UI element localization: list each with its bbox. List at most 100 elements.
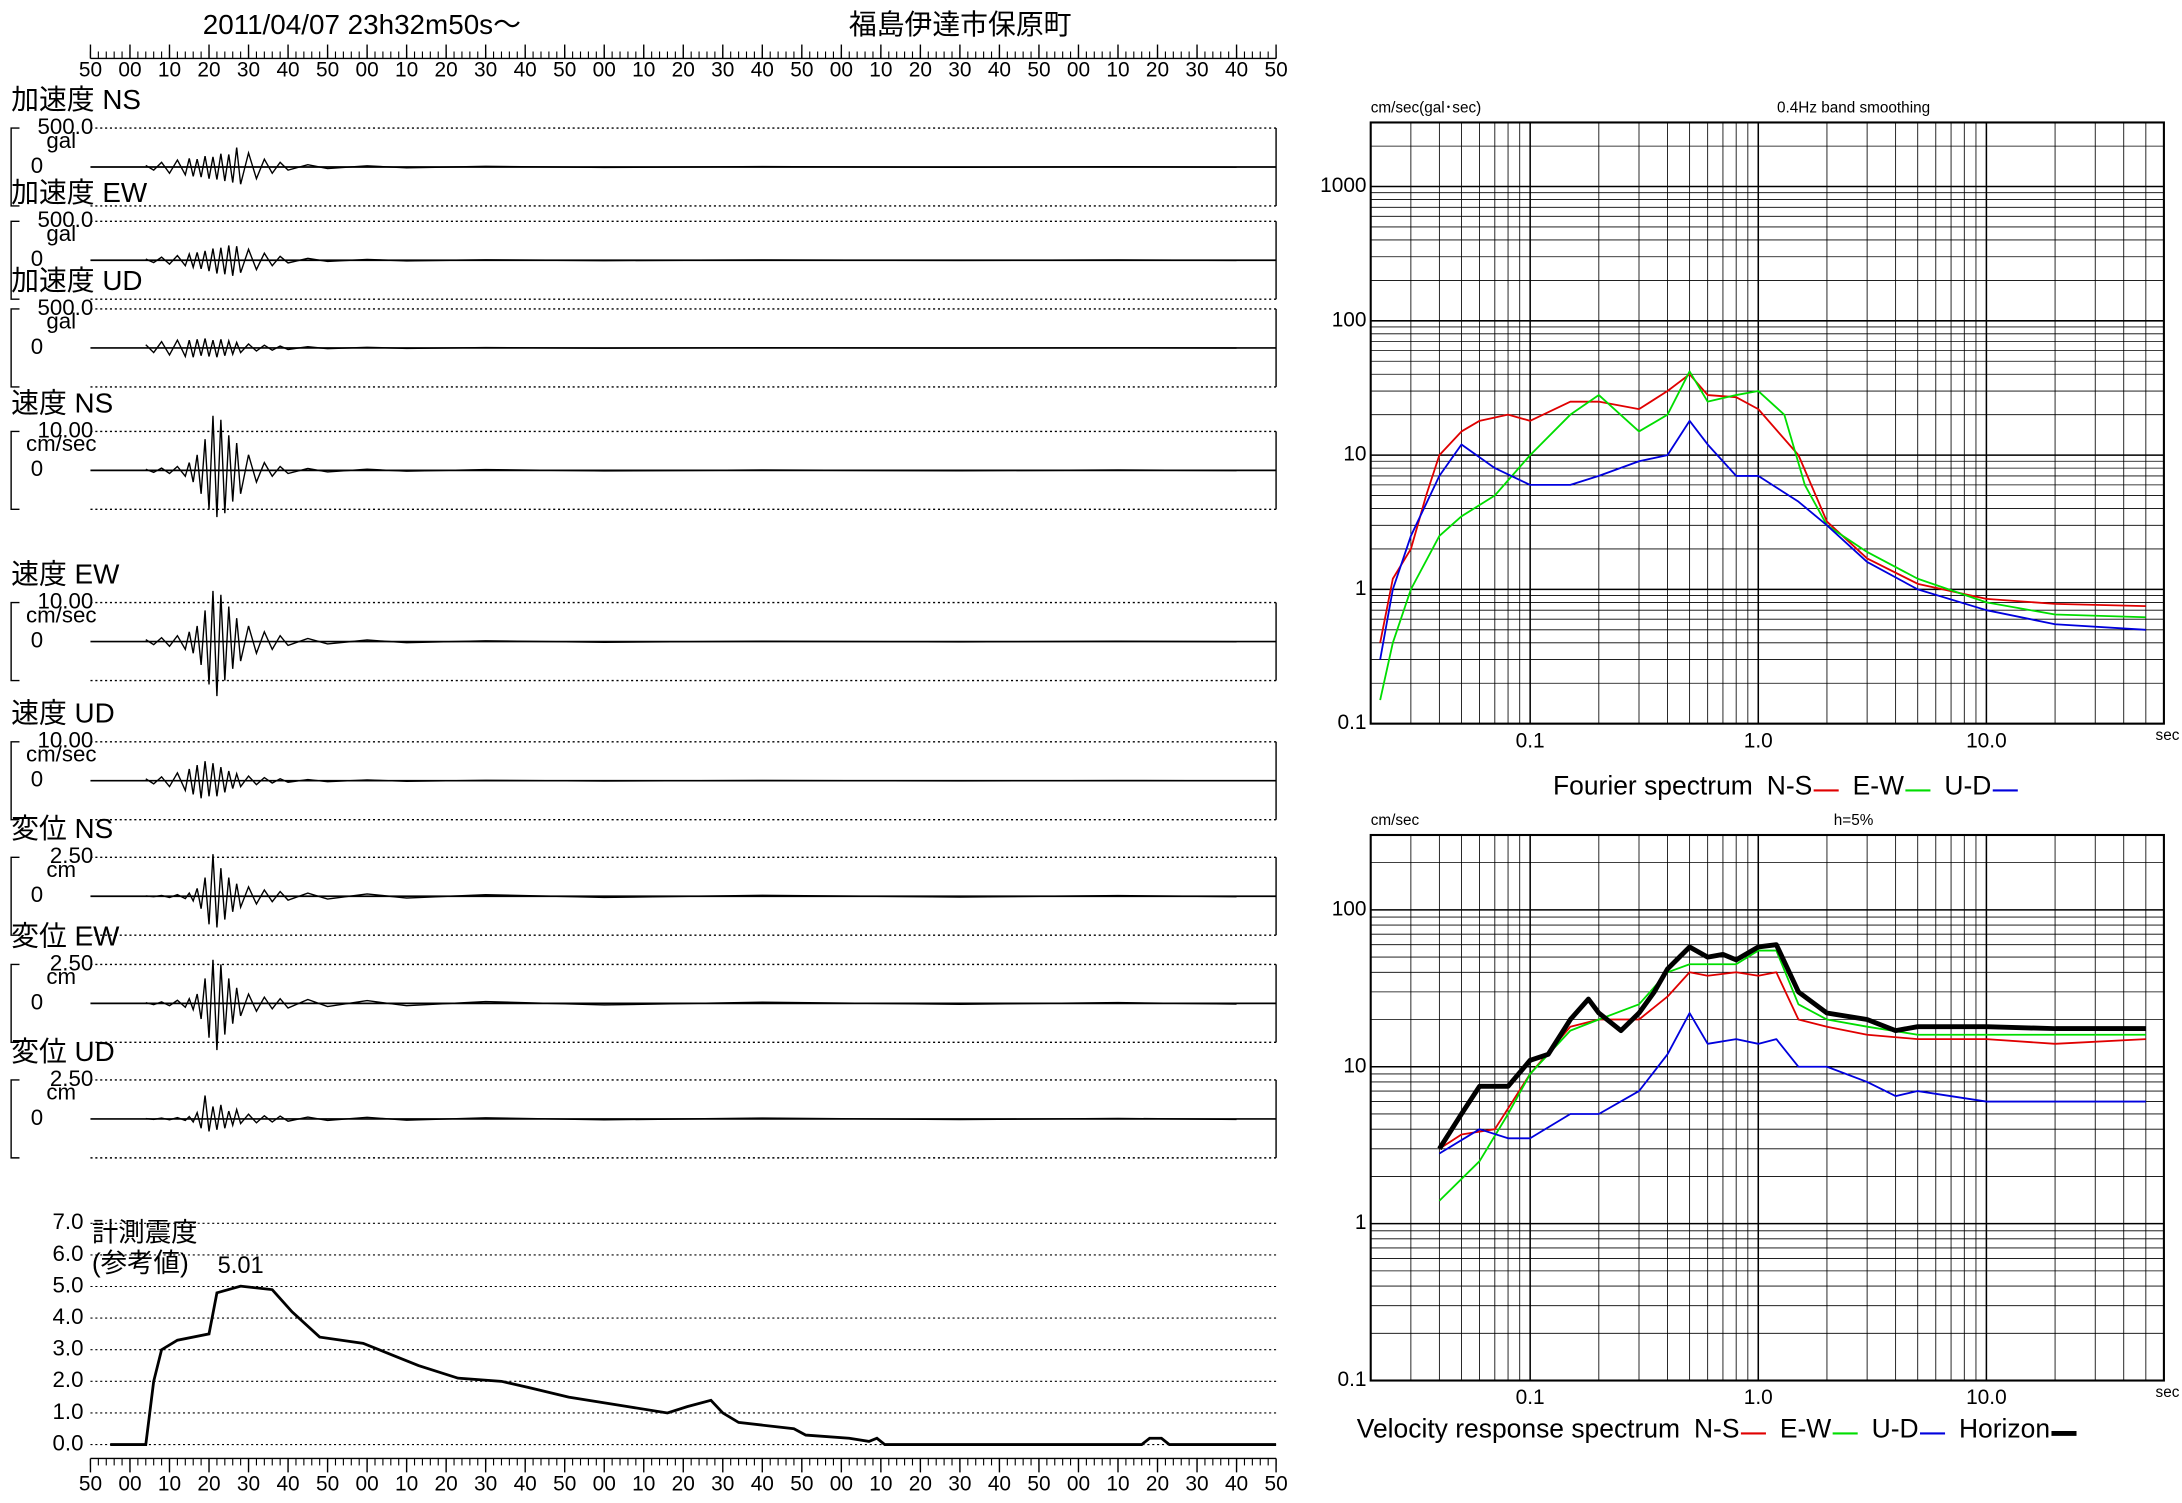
x-tick-label: 40	[276, 1472, 299, 1495]
x-tick-label: 10	[395, 58, 418, 81]
unit-label: cm/sec	[26, 742, 96, 767]
x-tick-label: 1.0	[1744, 729, 1773, 752]
x-tick-label: 30	[1185, 58, 1208, 81]
x-tick-label: 10.0	[1966, 729, 2007, 752]
y-tick-label: 1	[1355, 1211, 1367, 1234]
y-tick-label: 0.1	[1338, 711, 1367, 734]
trace-name: 変位 NS	[11, 813, 113, 844]
plot-frame	[1369, 121, 2165, 725]
trace-name: 速度 UD	[11, 698, 115, 729]
unit-label: cm/sec	[26, 602, 96, 627]
x-tick-label: 30	[1185, 1472, 1208, 1495]
x-tick-label: 40	[1225, 58, 1248, 81]
y-tick-label: 100	[1332, 308, 1367, 331]
legend-caption: Velocity response spectrum	[1357, 1414, 1680, 1444]
spectrum-line	[1379, 370, 2146, 701]
intensity-line	[110, 1284, 1277, 1446]
x-tick-label: 40	[514, 58, 537, 81]
unit-label: gal	[46, 221, 76, 246]
x-tick-label: 00	[593, 58, 616, 81]
x-tick-label: 50	[1027, 58, 1050, 81]
y-tick-label: 4.0	[53, 1304, 84, 1329]
trace-name: 加速度 UD	[11, 265, 142, 296]
x-tick-label: 40	[988, 58, 1011, 81]
y-axis-label: cm/sec	[1371, 812, 1420, 829]
unit-label: cm/sec	[26, 431, 96, 456]
x-tick-label: 00	[593, 1472, 616, 1495]
spectrum-line	[1437, 942, 2146, 1151]
legend-label: U-D	[1944, 771, 1991, 801]
x-tick-label: 50	[316, 1472, 339, 1495]
x-tick-label: 20	[672, 58, 695, 81]
y-tick-label: 10.00	[38, 588, 94, 613]
x-tick-label: 00	[118, 58, 141, 81]
y-tick-label: 10	[1343, 1054, 1366, 1077]
panel-bracket	[10, 220, 20, 300]
panel-bracket	[10, 430, 20, 511]
x-tick-label: 10	[869, 58, 892, 81]
x-tick-label: 40	[1225, 1472, 1248, 1495]
y-tick-label: 500.0	[38, 295, 94, 320]
x-tick-label: 20	[197, 58, 220, 81]
x-tick-label: 30	[948, 1472, 971, 1495]
y-tick-label: 10.00	[38, 417, 94, 442]
x-tick-label: 50	[316, 58, 339, 81]
panel-bracket	[10, 963, 20, 1044]
legend-label: N-S	[1767, 771, 1813, 801]
waveform-trace	[145, 338, 1237, 359]
unit-label: gal	[46, 128, 76, 153]
legend-caption: Fourier spectrum	[1553, 771, 1753, 801]
waveform-trace	[145, 959, 1237, 1051]
y-tick-label: 0	[31, 153, 43, 178]
x-tick-label: 20	[435, 58, 458, 81]
trace-name: 加速度 EW	[11, 177, 148, 208]
x-tick-label: 50	[1264, 1472, 1287, 1495]
y-tick-label: 6.0	[53, 1241, 84, 1266]
unit-label: gal	[46, 309, 76, 334]
panel-bracket	[10, 741, 20, 821]
trace-name: 変位 UD	[11, 1036, 115, 1067]
y-tick-label: 5.0	[53, 1272, 84, 1297]
y-tick-label: 2.50	[50, 1066, 93, 1091]
legend-label: N-S	[1694, 1414, 1740, 1444]
y-tick-label: 0	[31, 334, 43, 359]
x-tick-label: 10	[158, 1472, 181, 1495]
spectrum-line	[1438, 1012, 2146, 1155]
y-tick-label: 0	[31, 767, 43, 792]
spectrum-line	[1438, 949, 2146, 1202]
x-tick-label: 20	[197, 1472, 220, 1495]
x-tick-label: 20	[435, 1472, 458, 1495]
y-tick-label: 100	[1332, 897, 1367, 920]
x-tick-label: 0.1	[1516, 1386, 1545, 1409]
y-axis-label: cm/sec(gal･sec)	[1371, 100, 1481, 117]
x-tick-label: 00	[118, 1472, 141, 1495]
x-tick-label: 50	[1027, 1472, 1050, 1495]
y-tick-label: 0	[31, 627, 43, 652]
recording-time: 2011/04/07 23h32m50s〜	[203, 9, 521, 40]
x-tick-label: 00	[355, 1472, 378, 1495]
peak-annotation: 5.01	[218, 1253, 264, 1279]
waveform-trace	[145, 854, 1237, 928]
x-tick-label: 50	[79, 58, 102, 81]
trace-name: 速度 NS	[11, 387, 113, 418]
y-tick-label: 0.0	[53, 1430, 84, 1455]
legend-label: E-W	[1780, 1414, 1831, 1444]
x-tick-label: 30	[474, 1472, 497, 1495]
spectrum-line	[1379, 419, 2146, 660]
x-axis-label: sec	[2156, 727, 2180, 744]
y-tick-label: 0	[31, 246, 43, 271]
x-tick-label: 10	[395, 1472, 418, 1495]
x-tick-label: 30	[948, 58, 971, 81]
plot-frame	[1369, 833, 2165, 1382]
x-tick-label: 10.0	[1966, 1386, 2007, 1409]
x-tick-label: 00	[355, 58, 378, 81]
y-tick-label: 0	[31, 456, 43, 481]
y-tick-label: 500.0	[38, 114, 94, 139]
y-tick-label: 10	[1343, 443, 1366, 466]
x-tick-label: 30	[474, 58, 497, 81]
waveform-trace	[145, 245, 1237, 276]
x-tick-label: 40	[276, 58, 299, 81]
x-tick-label: 30	[237, 58, 260, 81]
panel-bracket	[10, 308, 20, 388]
x-tick-label: 00	[830, 1472, 853, 1495]
